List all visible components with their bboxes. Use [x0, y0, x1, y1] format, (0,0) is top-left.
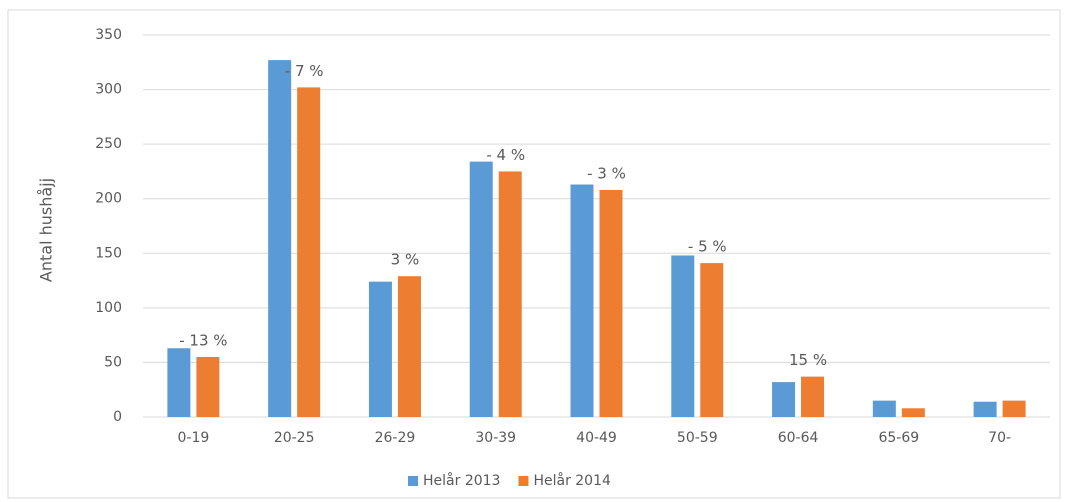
bar	[498, 171, 522, 417]
x-tick-label: 30-39	[475, 430, 516, 446]
annotation: - 7 %	[285, 62, 324, 80]
bar	[368, 281, 392, 417]
bar	[772, 382, 796, 417]
annotation: - 5 %	[688, 238, 727, 256]
x-tick-label: 50-59	[677, 430, 718, 446]
legend-swatch	[518, 476, 529, 486]
bar	[599, 189, 623, 417]
annotation: - 3 %	[587, 164, 626, 182]
x-tick-label: 26-29	[375, 430, 416, 446]
x-tick-label: 20-25	[274, 430, 315, 446]
y-tick-label: 150	[95, 245, 122, 261]
bar	[397, 276, 421, 417]
legend-label: Helår 2013	[423, 472, 500, 489]
bar	[671, 255, 695, 417]
y-tick-label: 250	[95, 136, 122, 152]
annotation: 3 %	[391, 251, 420, 269]
annotation: - 4 %	[486, 146, 525, 164]
bar	[297, 87, 321, 417]
y-tick-label: 100	[95, 300, 122, 316]
y-tick-label: 300	[95, 82, 122, 98]
y-axis-title: Antal hushåjj	[37, 178, 56, 282]
bar	[268, 60, 292, 418]
x-tick-label: 40-49	[576, 430, 617, 446]
bar	[872, 400, 896, 417]
legend-swatch	[408, 476, 418, 486]
chart-frame	[7, 9, 1061, 499]
y-tick-label: 50	[104, 354, 122, 370]
bar	[901, 408, 925, 417]
bar	[167, 348, 191, 417]
bar	[700, 263, 724, 417]
annotation: - 13 %	[179, 331, 227, 349]
bar	[196, 356, 220, 417]
annotation: 15 %	[789, 351, 827, 369]
bar	[570, 184, 594, 417]
bar	[973, 401, 997, 417]
y-tick-label: 200	[95, 191, 122, 207]
x-tick-label: 60-64	[778, 430, 819, 446]
x-tick-label: 0-19	[177, 430, 209, 446]
x-tick-label: 65-69	[878, 430, 919, 446]
bar	[1002, 400, 1026, 417]
x-tick-label: 70-	[988, 430, 1011, 446]
legend-label: Helår 2014	[533, 472, 611, 489]
y-tick-label: 0	[113, 409, 122, 425]
bar	[469, 161, 493, 417]
bar	[801, 376, 825, 417]
y-tick-label: 350	[95, 27, 122, 43]
